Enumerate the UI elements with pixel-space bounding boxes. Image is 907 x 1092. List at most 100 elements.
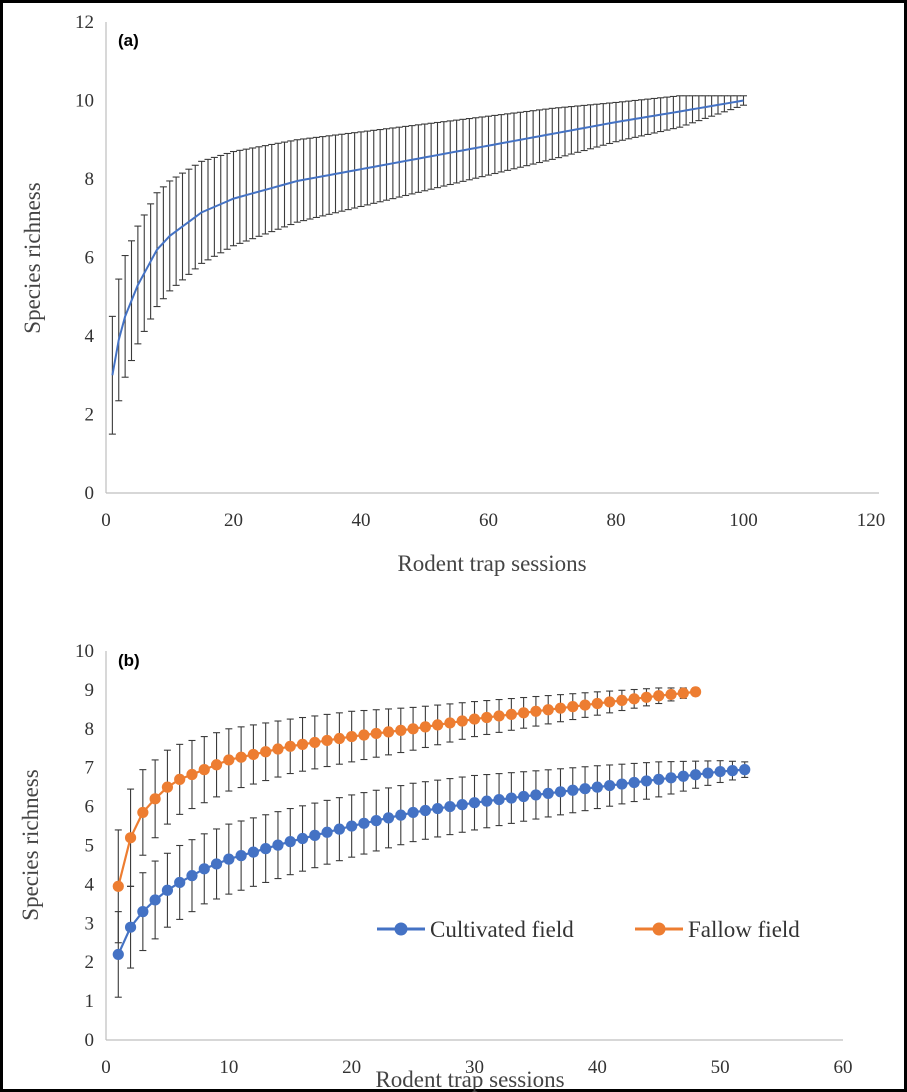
data-point bbox=[174, 773, 186, 785]
data-point bbox=[260, 746, 272, 758]
x-tick-label: 0 bbox=[101, 1057, 111, 1078]
data-point bbox=[358, 729, 370, 741]
data-point bbox=[616, 778, 628, 790]
y-tick-label: 6 bbox=[85, 248, 95, 269]
data-point bbox=[739, 764, 751, 776]
y-tick-label: 0 bbox=[85, 483, 95, 504]
panel-a-y-axis-title: Species richness bbox=[20, 182, 45, 333]
data-point bbox=[346, 820, 358, 832]
data-point bbox=[370, 727, 382, 740]
data-point bbox=[284, 836, 296, 848]
data-point bbox=[272, 743, 284, 755]
data-point bbox=[554, 786, 567, 798]
data-point bbox=[542, 787, 554, 799]
data-point bbox=[444, 801, 456, 813]
data-point bbox=[542, 704, 554, 716]
data-point bbox=[419, 721, 431, 733]
data-point bbox=[554, 702, 567, 714]
data-point bbox=[235, 751, 247, 763]
data-point bbox=[468, 713, 481, 725]
data-point bbox=[493, 710, 505, 722]
data-point bbox=[370, 815, 382, 827]
data-point bbox=[284, 740, 296, 752]
panel-a-y-tick-labels: 0 2 4 6 8 10 12 bbox=[75, 12, 95, 504]
x-tick-label: 0 bbox=[101, 510, 111, 531]
data-point bbox=[395, 809, 407, 821]
legend-swatch-cultivated-marker bbox=[394, 922, 408, 936]
panel-a-series bbox=[111, 99, 744, 376]
data-point bbox=[653, 773, 665, 785]
y-tick-label: 10 bbox=[75, 641, 94, 662]
data-point bbox=[481, 711, 493, 724]
data-point bbox=[210, 759, 223, 771]
y-tick-label: 12 bbox=[75, 12, 94, 33]
panel-a-x-axis-title: Rodent trap sessions bbox=[397, 551, 586, 576]
data-point bbox=[309, 736, 321, 749]
legend-label-fallow-field: Fallow field bbox=[688, 917, 800, 942]
data-point bbox=[665, 688, 677, 701]
y-tick-label: 0 bbox=[85, 1030, 95, 1051]
panel-b-y-axis-title: Species richness bbox=[18, 769, 43, 920]
data-point bbox=[518, 790, 530, 803]
data-point bbox=[579, 699, 591, 711]
data-point bbox=[124, 921, 137, 933]
y-tick-label: 7 bbox=[85, 758, 95, 779]
data-point bbox=[444, 717, 456, 729]
data-point bbox=[247, 748, 259, 761]
data-point bbox=[493, 793, 505, 806]
data-point bbox=[714, 765, 726, 778]
data-point bbox=[137, 806, 149, 819]
panel-b-error-bars bbox=[114, 687, 749, 998]
data-point bbox=[407, 806, 419, 819]
panel-b-x-tick-labels: 0 10 20 30 40 50 60 bbox=[101, 1057, 852, 1078]
data-point bbox=[456, 799, 468, 811]
x-tick-label: 120 bbox=[857, 510, 886, 531]
data-point bbox=[591, 697, 603, 710]
y-tick-label: 1 bbox=[85, 991, 95, 1012]
data-point bbox=[432, 719, 444, 731]
data-point bbox=[161, 781, 174, 793]
data-point bbox=[604, 696, 616, 708]
data-point bbox=[235, 850, 247, 862]
data-point bbox=[382, 726, 395, 738]
data-point bbox=[333, 732, 345, 745]
panel-b: (b) Rodent trap sessions Species richnes… bbox=[18, 641, 853, 1092]
panel-a: (a) Rodent trap sessions Species richnes… bbox=[20, 12, 885, 576]
data-point bbox=[382, 812, 395, 824]
y-tick-label: 3 bbox=[85, 913, 95, 934]
x-tick-label: 40 bbox=[352, 510, 371, 531]
data-point bbox=[530, 705, 542, 717]
data-point bbox=[321, 734, 333, 747]
x-tick-label: 60 bbox=[834, 1057, 853, 1078]
data-point bbox=[309, 829, 321, 841]
panel-b-y-tick-labels: 0 1 2 3 4 5 6 7 8 9 10 bbox=[75, 641, 95, 1051]
data-point bbox=[333, 823, 345, 835]
panel-b-legend: Cultivated field Fallow field bbox=[377, 917, 800, 942]
data-point bbox=[186, 768, 198, 781]
data-point bbox=[677, 770, 689, 782]
data-point bbox=[223, 754, 235, 766]
data-point bbox=[112, 948, 124, 961]
y-tick-label: 5 bbox=[85, 836, 95, 857]
y-tick-label: 2 bbox=[85, 405, 95, 426]
data-point bbox=[468, 797, 481, 809]
panel-a-label: (a) bbox=[118, 31, 139, 50]
y-tick-label: 9 bbox=[85, 680, 95, 701]
x-tick-label: 100 bbox=[729, 510, 758, 531]
data-point bbox=[321, 826, 333, 838]
y-tick-label: 4 bbox=[85, 326, 95, 347]
panel-a-error-bars bbox=[108, 95, 747, 435]
data-point bbox=[579, 783, 591, 795]
data-point bbox=[149, 793, 161, 805]
data-point bbox=[346, 730, 358, 743]
panel-b-label: (b) bbox=[118, 651, 140, 670]
data-point bbox=[296, 832, 309, 845]
panel-b-series bbox=[112, 686, 751, 961]
data-point bbox=[223, 853, 235, 865]
x-tick-label: 10 bbox=[219, 1057, 238, 1078]
y-tick-label: 4 bbox=[85, 874, 95, 895]
data-point bbox=[358, 817, 370, 829]
data-point bbox=[149, 894, 161, 906]
data-point bbox=[247, 846, 259, 858]
